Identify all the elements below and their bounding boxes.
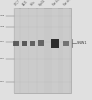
Bar [13,40,19,46]
Text: HepG2: HepG2 [38,0,47,7]
Text: A431: A431 [22,0,29,7]
Text: Rat brain: Rat brain [52,0,63,7]
Bar [51,38,59,48]
Bar [21,8,28,93]
Bar [38,40,44,46]
Text: 100kDa: 100kDa [0,26,5,27]
Bar [13,8,19,93]
Bar [29,8,36,93]
Text: 130kDa: 130kDa [0,15,5,16]
Bar [30,40,35,46]
Bar [14,8,71,93]
Text: Hela: Hela [30,0,37,7]
Bar [63,40,69,46]
Bar [63,8,69,93]
Text: Rat testis: Rat testis [63,0,74,7]
Bar [22,40,27,46]
Text: SNW1: SNW1 [77,41,87,45]
Text: GSC7: GSC7 [13,0,21,7]
Bar [52,8,58,93]
Bar [38,8,44,93]
Text: 55kDa: 55kDa [0,58,5,59]
